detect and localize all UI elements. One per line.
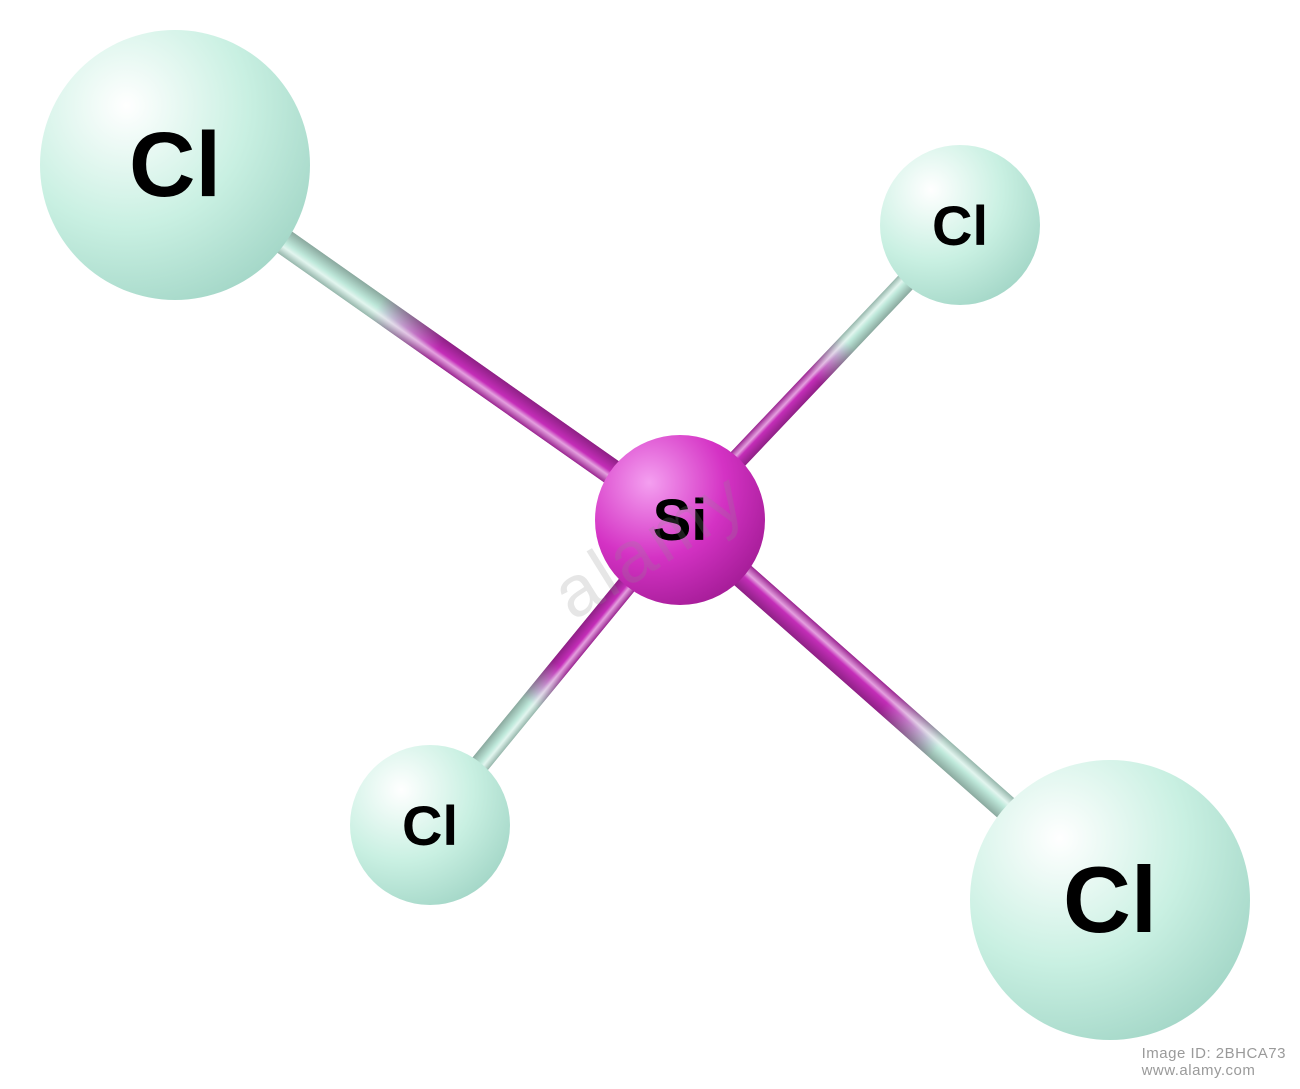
watermark-site: www.alamy.com [1142, 1062, 1286, 1079]
watermark-image-id: Image ID: 2BHCA73 [1142, 1045, 1286, 1062]
atom-cl-bottom-left: Cl [350, 745, 510, 905]
atom-cl-bottom-right: Cl [970, 760, 1250, 1040]
atom-label: Si [653, 487, 708, 554]
atom-label: Cl [129, 113, 221, 218]
molecule-stage: Cl Cl Cl Cl Si alamy Image ID: 2BHCA73 w… [0, 0, 1300, 1089]
atom-label: Cl [402, 793, 458, 858]
watermark-corner: Image ID: 2BHCA73 www.alamy.com [1142, 1045, 1286, 1079]
atom-cl-top-left: Cl [40, 30, 310, 300]
atom-cl-top-right: Cl [880, 145, 1040, 305]
atom-label: Cl [932, 193, 988, 258]
atom-label: Cl [1063, 846, 1157, 954]
atom-si-center: Si [595, 435, 765, 605]
